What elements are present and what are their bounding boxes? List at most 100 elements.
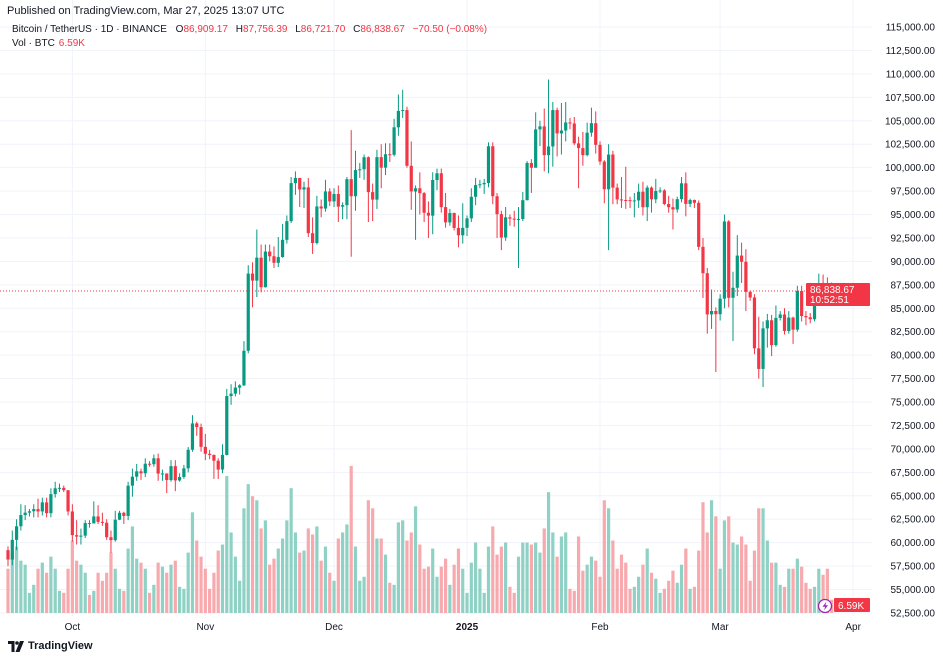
candle-body bbox=[800, 290, 804, 317]
candle-body bbox=[512, 218, 516, 220]
price-tick-label: 92,500.00 bbox=[891, 233, 936, 244]
price-tick-label: 55,000.00 bbox=[891, 585, 936, 596]
volume-bar bbox=[722, 520, 727, 613]
volume-bar bbox=[619, 554, 624, 613]
candle-body bbox=[482, 183, 486, 185]
candle-body bbox=[10, 539, 14, 560]
candle-body bbox=[774, 317, 778, 346]
volume-bar bbox=[255, 500, 259, 613]
volume-bar bbox=[589, 556, 594, 613]
candle-body bbox=[293, 177, 298, 184]
volume-bar bbox=[641, 564, 645, 613]
price-tick-label: 80,000.00 bbox=[891, 351, 936, 362]
candle-body bbox=[568, 122, 572, 124]
candle-body bbox=[285, 221, 289, 240]
candle-body bbox=[353, 170, 358, 197]
candle-body bbox=[645, 187, 649, 208]
price-tick-label: 60,000.00 bbox=[891, 538, 936, 549]
candle-body bbox=[349, 179, 353, 197]
candle-body bbox=[542, 126, 546, 156]
volume-bar bbox=[422, 568, 426, 613]
volume-bar bbox=[268, 564, 272, 613]
candle-body bbox=[748, 291, 752, 298]
candle-body bbox=[649, 187, 654, 200]
symbol-legend: Bitcoin / TetherUS · 1D · BINANCE O86,90… bbox=[12, 24, 492, 35]
volume-bar bbox=[709, 500, 714, 613]
volume-label[interactable]: Vol · BTC bbox=[12, 38, 55, 49]
candle-body bbox=[752, 297, 757, 349]
volume-bar bbox=[83, 572, 87, 613]
volume-bar bbox=[808, 588, 812, 613]
volume-bar bbox=[276, 548, 280, 613]
candle-body bbox=[551, 110, 555, 147]
symbol-title[interactable]: Bitcoin / TetherUS · 1D · BINANCE bbox=[12, 24, 167, 35]
volume-bar bbox=[143, 568, 147, 613]
volume-bar bbox=[53, 568, 57, 613]
volume-bar bbox=[383, 554, 388, 613]
volume-bar bbox=[182, 588, 186, 613]
candle-body bbox=[486, 146, 491, 184]
volume-bar bbox=[782, 586, 787, 613]
candle-body bbox=[739, 255, 744, 262]
volume-bar bbox=[113, 568, 117, 613]
candle-body bbox=[499, 214, 503, 238]
time-tick-label: 2025 bbox=[456, 622, 479, 633]
candle-body bbox=[439, 173, 443, 208]
candle-body bbox=[418, 188, 422, 194]
candle-body bbox=[92, 516, 96, 524]
price-axis[interactable]: 115,000.00 112,500.00 110,000.00 107,500.00… bbox=[885, 23, 935, 620]
candle-body bbox=[328, 191, 332, 202]
candle-body bbox=[765, 320, 769, 329]
volume-bar bbox=[718, 568, 722, 613]
volume-bar bbox=[800, 566, 804, 613]
volume-bar bbox=[559, 536, 564, 613]
lightning-icon[interactable] bbox=[817, 598, 833, 614]
candle-body bbox=[70, 511, 74, 536]
volume-bar bbox=[645, 548, 649, 613]
candle-body bbox=[233, 387, 237, 394]
change-value: −70.50 (−0.08%) bbox=[412, 24, 488, 35]
volume-bar bbox=[358, 580, 362, 613]
candle-body bbox=[169, 466, 173, 481]
candle-body bbox=[761, 328, 765, 369]
price-tick-label: 82,500.00 bbox=[891, 327, 936, 338]
volume-bar bbox=[238, 580, 242, 613]
volume-bar bbox=[27, 592, 32, 613]
tradingview-logo[interactable]: TradingView bbox=[8, 640, 93, 652]
candle-body bbox=[6, 550, 10, 560]
volume-bar bbox=[611, 540, 615, 613]
volume-bar bbox=[692, 586, 696, 613]
tradingview-logo-icon bbox=[8, 640, 24, 652]
candle-body bbox=[491, 146, 495, 197]
candle-body bbox=[250, 273, 255, 281]
volume-bar bbox=[495, 554, 499, 613]
volume-bar bbox=[752, 550, 757, 613]
candle-body bbox=[152, 458, 156, 465]
time-axis[interactable]: Oct Nov Dec 2025 Feb Mar Apr bbox=[65, 622, 862, 633]
volume-bars bbox=[6, 466, 834, 613]
candle-body bbox=[280, 239, 285, 258]
candle-body bbox=[628, 200, 632, 202]
candle-body bbox=[178, 476, 182, 481]
volume-bar bbox=[14, 546, 19, 613]
volume-bar bbox=[684, 548, 688, 613]
volume-bar bbox=[525, 542, 529, 613]
volume-bar bbox=[770, 562, 774, 613]
candle-body bbox=[684, 183, 688, 204]
volume-bar bbox=[310, 534, 315, 613]
volume-bar bbox=[105, 572, 109, 613]
candle-body bbox=[366, 157, 370, 193]
candlestick-chart[interactable]: 115,000.00 112,500.00 110,000.00 107,500.00… bbox=[0, 0, 943, 640]
bar-countdown: 10:52:51 bbox=[810, 295, 849, 306]
price-tick-label: 67,500.00 bbox=[891, 468, 936, 479]
candle-body bbox=[804, 316, 808, 318]
volume-bar bbox=[701, 502, 705, 613]
volume-bar bbox=[135, 558, 139, 613]
volume-bar bbox=[735, 544, 739, 613]
volume-bar bbox=[658, 592, 662, 613]
volume-bar bbox=[32, 584, 36, 613]
candle-body bbox=[246, 273, 250, 351]
candle-body bbox=[289, 183, 293, 222]
volume-bar bbox=[40, 562, 44, 613]
volume-bar bbox=[602, 500, 606, 613]
